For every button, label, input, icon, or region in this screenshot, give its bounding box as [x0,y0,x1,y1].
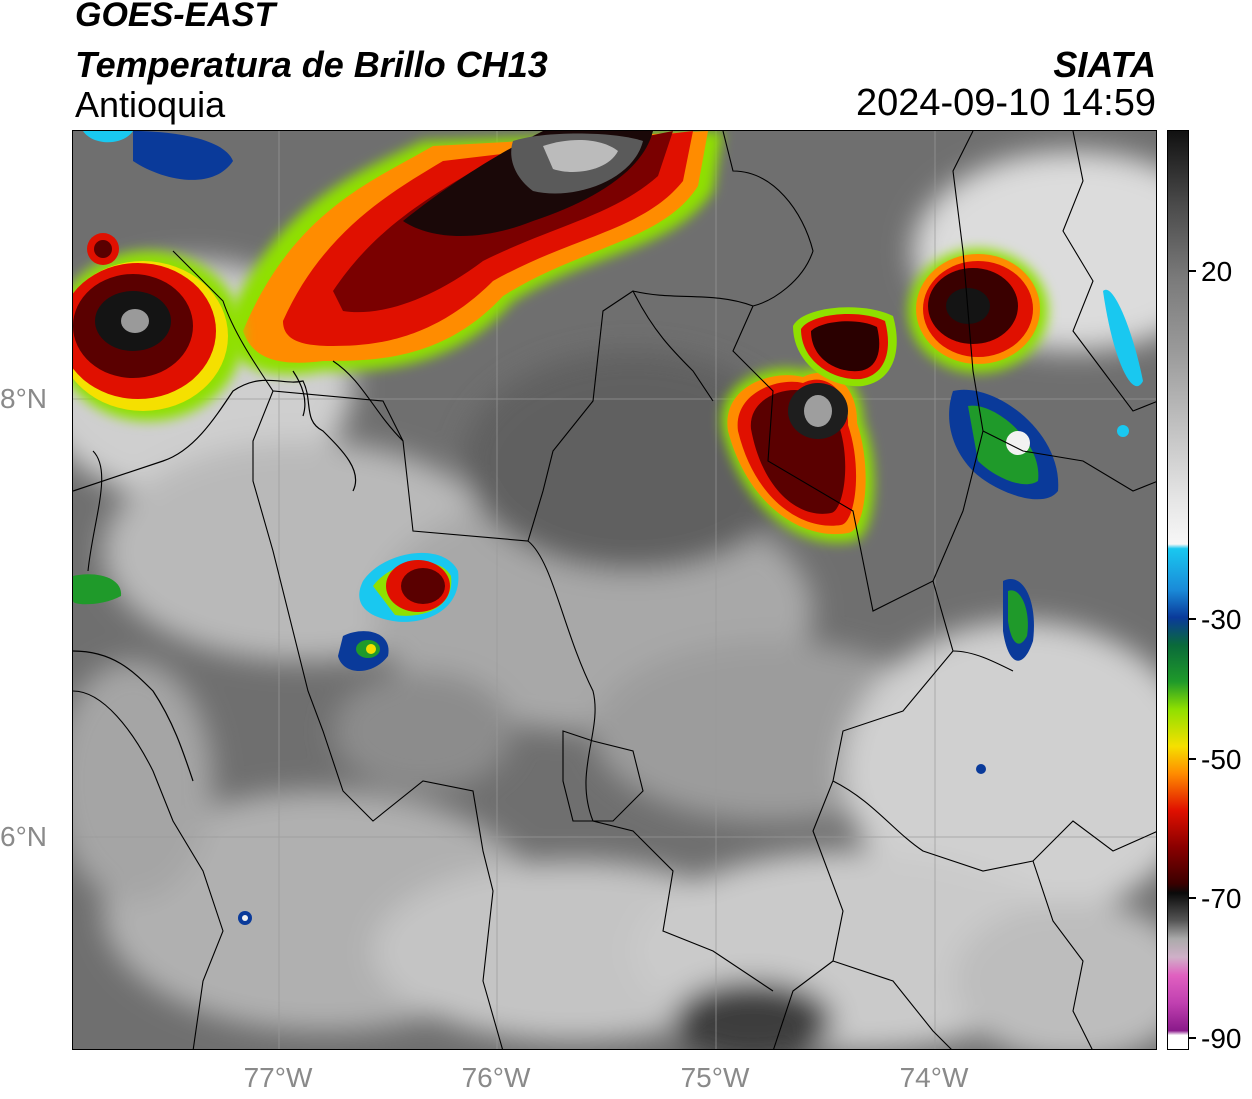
storm-west-small [73,552,459,671]
colorbar-tick-mark [1189,1037,1196,1039]
storm-east-central [721,307,897,543]
map-canvas [73,131,1156,1049]
north-anvil-cold [83,131,233,180]
storm-west [73,233,243,421]
lon-label-77w: 77°W [243,1062,313,1093]
lon-label-74w: 74°W [899,1062,969,1093]
lon-label-76w: 76°W [461,1062,531,1093]
boundaries [73,131,1156,1049]
colorbar-tick-minus90: -90 [1201,1023,1242,1054]
small-cells [238,425,1129,925]
lat-label-8n: 8°N [0,383,47,414]
region-label: Antioquia [75,84,226,125]
colorbar-tick-minus70: -70 [1201,883,1242,914]
colorbar [1167,130,1189,1050]
organization-label: SIATA [1053,44,1156,85]
colorbar-tick-mark [1189,897,1196,899]
colorbar-tick-minus50: -50 [1201,744,1242,775]
satellite-title: GOES-EAST [75,0,276,34]
colorbar-tick-mark [1189,758,1196,760]
colorbar-tick-mark [1189,618,1196,620]
satellite-map[interactable] [72,130,1157,1050]
lat-label-6n: 6°N [0,821,47,852]
coastline [73,370,357,782]
colorbar-tick-mark [1189,270,1196,272]
product-title: Temperatura de Brillo CH13 [75,44,548,85]
lon-label-75w: 75°W [680,1062,750,1093]
storm-north-complex [223,131,723,375]
storm-northeast [908,249,1048,373]
colorbar-tick-minus30: -30 [1201,604,1242,635]
storm-east-anvils [949,289,1143,661]
timestamp-label: 2024-09-10 14:59 [855,82,1156,124]
colorbar-tick-20: 20 [1201,256,1233,287]
